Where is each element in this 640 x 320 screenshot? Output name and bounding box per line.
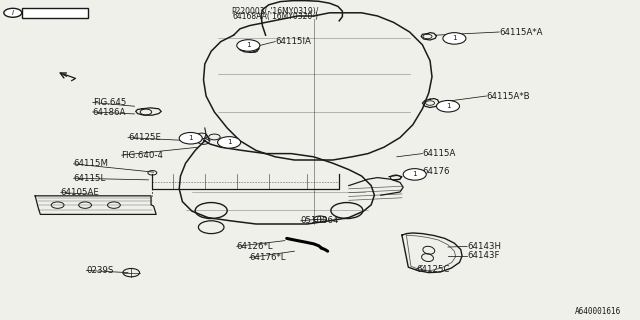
- Text: 64115A*B: 64115A*B: [486, 92, 530, 100]
- Text: 1: 1: [246, 43, 251, 48]
- Text: 64115A*A: 64115A*A: [499, 28, 543, 36]
- Text: 64115A: 64115A: [422, 149, 456, 158]
- Text: A640001616: A640001616: [575, 308, 621, 316]
- Circle shape: [403, 169, 426, 180]
- Text: 64143H: 64143H: [467, 242, 501, 251]
- Text: 1: 1: [452, 36, 457, 41]
- Text: 64115IA: 64115IA: [275, 37, 311, 46]
- Circle shape: [179, 132, 202, 144]
- Text: Q710007: Q710007: [36, 9, 74, 18]
- Text: 64125C: 64125C: [416, 265, 449, 274]
- Text: 64115M: 64115M: [74, 159, 109, 168]
- Circle shape: [4, 8, 22, 17]
- Text: 64168AA('16MY0320-): 64168AA('16MY0320-): [232, 12, 318, 20]
- Text: 64176: 64176: [422, 167, 450, 176]
- Text: 64125E: 64125E: [128, 133, 161, 142]
- Text: 0239S: 0239S: [86, 266, 114, 275]
- Text: 64105AE: 64105AE: [61, 188, 100, 197]
- Circle shape: [218, 137, 241, 148]
- FancyBboxPatch shape: [22, 8, 88, 18]
- Text: 1: 1: [227, 140, 232, 145]
- Text: FIG.640-4: FIG.640-4: [122, 151, 164, 160]
- Text: 64176*L: 64176*L: [250, 253, 286, 262]
- Text: 64143F: 64143F: [467, 252, 500, 260]
- Text: 64115L: 64115L: [74, 174, 106, 183]
- Circle shape: [237, 40, 260, 51]
- Text: 1: 1: [445, 103, 451, 109]
- Text: FIG.645: FIG.645: [93, 98, 126, 107]
- Text: 1: 1: [412, 172, 417, 177]
- Text: 64186A: 64186A: [93, 108, 126, 116]
- Text: 64126*L: 64126*L: [237, 242, 273, 251]
- Text: P220003(-'16MY0319)/: P220003(-'16MY0319)/: [232, 7, 319, 16]
- Text: i: i: [12, 8, 14, 17]
- Text: 0510064: 0510064: [301, 216, 339, 225]
- Circle shape: [436, 100, 460, 112]
- Text: 1: 1: [188, 135, 193, 141]
- Circle shape: [443, 33, 466, 44]
